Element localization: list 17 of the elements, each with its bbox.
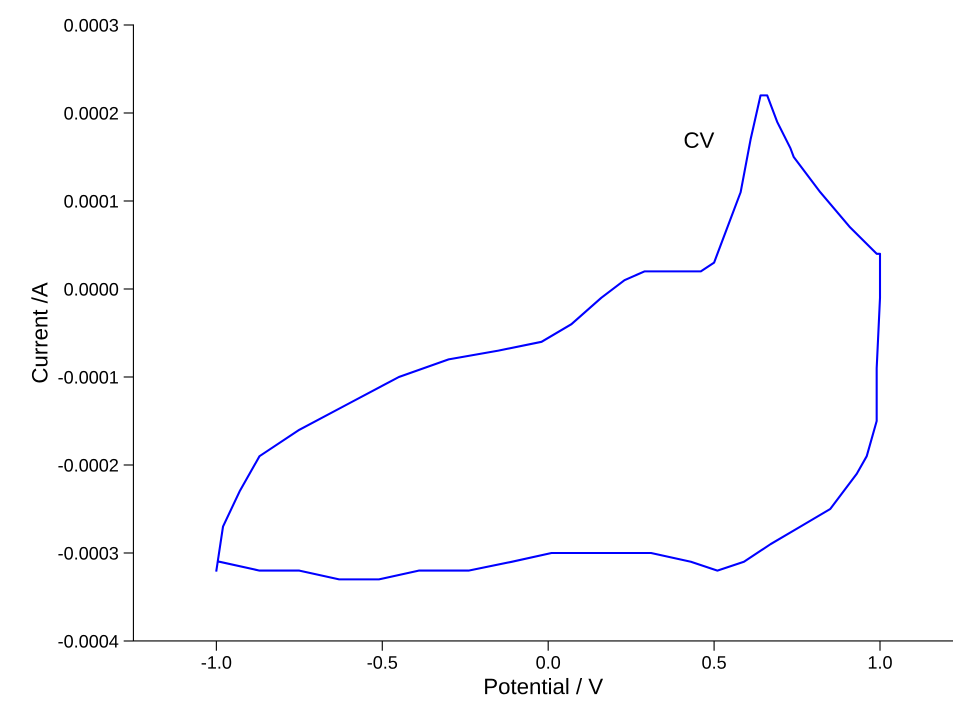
y-tick-label: 0.0001 <box>64 194 118 208</box>
x-tick-label: 0.0 <box>536 656 560 669</box>
y-axis-title: Current /A <box>31 282 48 382</box>
y-tick-label: 0.0000 <box>64 282 118 296</box>
y-tick-label: -0.0001 <box>58 370 118 384</box>
x-tick-label: 0.5 <box>702 656 726 669</box>
y-tick-label: 0.0002 <box>64 106 118 120</box>
x-axis-title: Potential / V <box>485 678 604 694</box>
y-tick-label: -0.0004 <box>58 634 118 648</box>
x-tick-label: -0.5 <box>368 656 398 669</box>
y-tick-label: -0.0003 <box>58 546 118 560</box>
x-tick-label: 1.0 <box>868 656 892 669</box>
y-tick-label: -0.0002 <box>58 458 118 472</box>
x-tick-label: -1.0 <box>202 656 232 669</box>
line-series <box>215 94 882 580</box>
series-label: CV <box>684 132 714 148</box>
y-tick-label: 0.0003 <box>64 18 118 32</box>
